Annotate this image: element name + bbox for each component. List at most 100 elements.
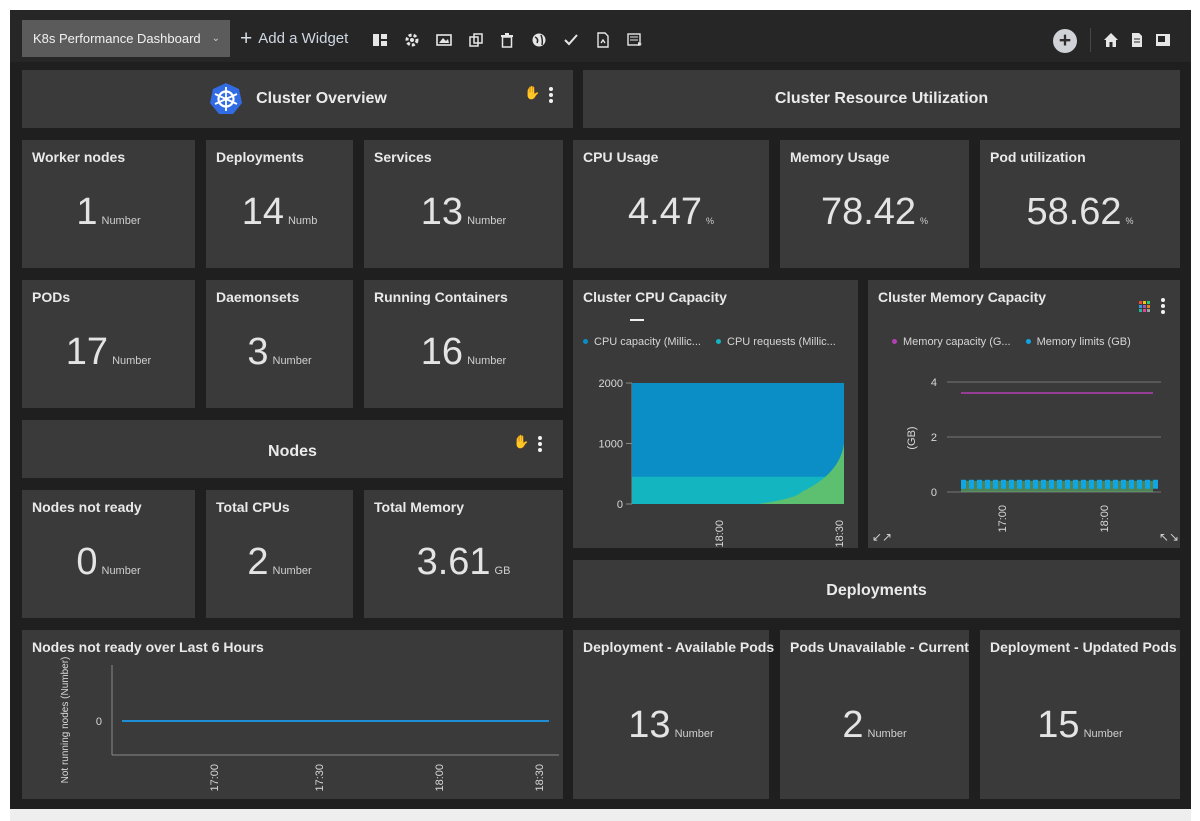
add-circle-icon[interactable]: +	[1053, 29, 1077, 53]
memory-limits-marker	[1049, 479, 1054, 489]
memory-limits-marker	[1009, 479, 1014, 489]
dashboard-name: K8s Performance Dashboard	[33, 31, 201, 46]
memory-limits-marker	[1097, 479, 1102, 489]
memory-chart-legend: Memory capacity (G... Memory limits (GB)	[892, 336, 1143, 348]
panel-title: CPU Usage	[583, 149, 659, 165]
cluster-overview-title: Cluster Overview	[256, 90, 387, 107]
grid-color-icon[interactable]	[1139, 299, 1150, 312]
y-tick-label: 0	[617, 499, 623, 511]
panel-title: Services	[374, 149, 432, 165]
add-widget-button[interactable]: + Add a Widget	[240, 20, 348, 57]
total-memory-panel: Total Memory 3.61 GB	[364, 490, 563, 618]
toolbar-divider	[1090, 28, 1091, 52]
worker-nodes-panel: Worker nodes 1 Number	[22, 140, 195, 268]
x-tick-label: 18:00	[714, 520, 726, 548]
cluster-cpu-capacity-panel: Cluster CPU Capacity CPU capacity (Milli…	[573, 280, 858, 548]
panel-title: Deployments	[216, 149, 304, 165]
more-options-icon[interactable]	[547, 87, 555, 105]
resize-handle-left-icon[interactable]: ↙↗	[872, 530, 893, 544]
panel-title: Worker nodes	[32, 149, 126, 165]
memory-limits-marker	[1105, 479, 1110, 489]
more-options-icon[interactable]	[536, 436, 544, 454]
metric-value: 1 Number	[76, 191, 141, 233]
cpu-usage-panel: CPU Usage 4.47%	[573, 140, 769, 268]
metric-value: 2 Number	[247, 541, 312, 583]
deployment-updated-pods-panel: Deployment - Updated Pods 15 Number	[980, 630, 1180, 799]
home-icon[interactable]	[1101, 30, 1121, 50]
layout-icon[interactable]	[370, 30, 390, 50]
panel-title: Nodes not ready	[32, 499, 142, 515]
nodes-title: Nodes	[268, 443, 317, 460]
document-icon[interactable]	[1127, 30, 1147, 50]
memory-limits-marker	[1129, 479, 1134, 489]
drag-hand-icon[interactable]: ✋	[513, 434, 530, 449]
x-tick-label: 18:30	[534, 764, 546, 792]
image-icon[interactable]	[434, 30, 454, 50]
pods-panel: PODs 17 Number	[22, 280, 195, 408]
memory-limits-marker	[1145, 479, 1150, 489]
memory-limits-marker	[1001, 479, 1006, 489]
memory-limits-marker	[1017, 479, 1022, 489]
running-containers-panel: Running Containers 16 Number	[364, 280, 563, 408]
cluster-resource-title: Cluster Resource Utilization	[774, 90, 989, 107]
panel-title: Pod utilization	[990, 149, 1086, 165]
memory-limits-marker	[1153, 479, 1158, 489]
globe-icon[interactable]	[529, 30, 549, 50]
panel-title: Nodes not ready over Last 6 Hours	[32, 639, 264, 655]
y-axis-label: (GB)	[906, 426, 918, 449]
fullscreen-icon[interactable]	[1153, 30, 1173, 50]
duplicate-icon[interactable]	[466, 30, 486, 50]
legend-item-cpu-capacity[interactable]: CPU capacity (Millic...	[583, 336, 701, 348]
settings-gear-icon[interactable]	[402, 30, 422, 50]
chevron-down-icon: ⌄	[211, 33, 220, 44]
memory-limits-marker	[1113, 479, 1118, 489]
panel-title: Cluster CPU Capacity	[583, 289, 727, 305]
memory-limits-marker	[985, 479, 990, 489]
memory-limits-marker	[1065, 479, 1070, 489]
metric-value: 15 Number	[1037, 704, 1123, 746]
metric-value: 2 Number	[842, 704, 907, 746]
y-tick-label: 0	[931, 487, 937, 499]
metric-value: 14 Numb	[241, 191, 318, 233]
nodes-not-ready-chart-panel: Nodes not ready over Last 6 Hours 0 Not r…	[22, 630, 563, 799]
dashboard-selector[interactable]: K8s Performance Dashboard ⌄	[22, 20, 230, 57]
cpu-capacity-chart: 0 1000 2000 18:00 18:30	[599, 378, 846, 548]
y-tick-label: 0	[96, 716, 102, 728]
trash-icon[interactable]	[497, 30, 517, 50]
check-icon[interactable]	[561, 30, 581, 50]
x-tick-label: 18:30	[834, 520, 846, 548]
deployments-count-panel: Deployments 14 Numb	[206, 140, 353, 268]
metric-value: 16 Number	[420, 331, 507, 373]
report-icon[interactable]	[625, 30, 645, 50]
memory-limits-marker	[1137, 479, 1142, 489]
cluster-overview-title-row: Cluster Overview	[22, 70, 573, 128]
metric-value: 17 Number	[65, 331, 152, 373]
services-panel: Services 13 Number	[364, 140, 563, 268]
more-options-icon[interactable]	[1159, 298, 1167, 316]
legend-item-memory-limits[interactable]: Memory limits (GB)	[1025, 336, 1131, 348]
panel-title: Memory Usage	[790, 149, 890, 165]
panel-title: Running Containers	[374, 289, 508, 305]
y-tick-label: 2000	[599, 378, 623, 390]
cpu-chart-legend: CPU capacity (Millic... CPU requests (Mi…	[583, 336, 848, 348]
nodes-header: Nodes ✋	[22, 420, 563, 478]
total-cpus-panel: Total CPUs 2 Number	[206, 490, 353, 618]
memory-limits-marker	[1089, 479, 1094, 489]
metric-value: 13 Number	[628, 704, 714, 746]
legend-item-memory-capacity[interactable]: Memory capacity (G...	[892, 336, 1011, 348]
nodes-not-ready-chart: 0 Not running nodes (Number) 17:00 17:30 18:…	[60, 657, 559, 792]
metric-value: 13 Number	[420, 191, 507, 233]
deployments-title: Deployments	[826, 582, 927, 599]
metric-value: 3.61 GB	[416, 541, 511, 583]
daemonsets-panel: Daemonsets 3 Number	[206, 280, 353, 408]
legend-item-cpu-requests[interactable]: CPU requests (Millic...	[716, 336, 836, 348]
plus-icon: +	[240, 27, 253, 50]
export-pdf-icon[interactable]	[593, 30, 613, 50]
cluster-overview-header: Cluster Overview ✋	[22, 70, 573, 128]
panel-title: Pods Unavailable - Current	[790, 639, 969, 655]
memory-limits-marker	[1041, 479, 1046, 489]
bottom-scroll-strip	[10, 809, 1191, 821]
metric-value: 78.42%	[820, 191, 929, 233]
drag-hand-icon[interactable]: ✋	[524, 85, 541, 100]
resize-handle-right-icon[interactable]: ↖↘	[1159, 530, 1180, 544]
